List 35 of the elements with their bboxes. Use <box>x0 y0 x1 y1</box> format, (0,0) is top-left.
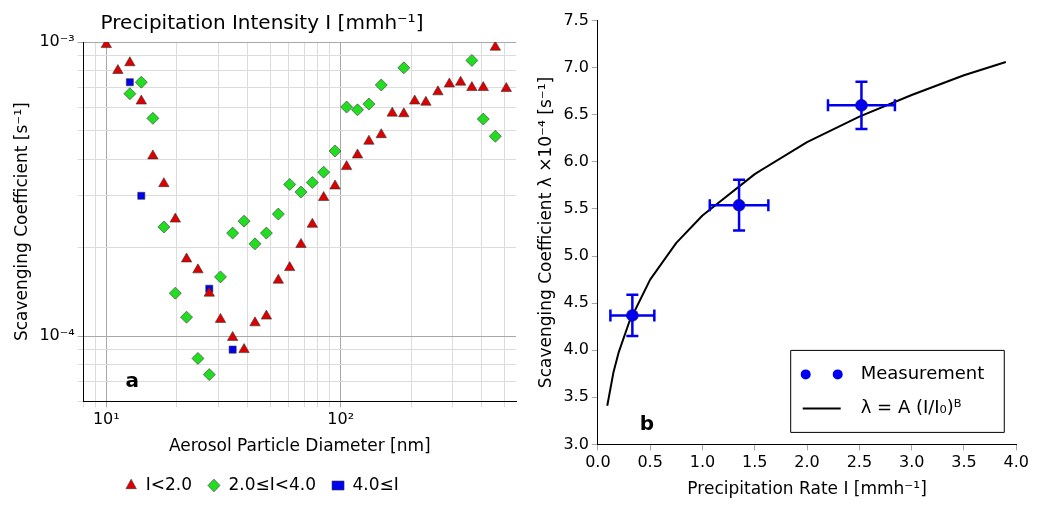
x-tick-label: 10² <box>327 409 355 429</box>
y-tick-label: 7.0 <box>563 56 589 76</box>
x-tick-label: 2.0 <box>794 452 820 472</box>
x-tick-label: 3.5 <box>951 452 977 472</box>
y-tick-label: 3.0 <box>563 433 589 453</box>
y-tick-label: 10⁻³ <box>39 31 75 51</box>
x-tick-label: 3.0 <box>898 452 925 472</box>
x-tick-label: 10¹ <box>92 409 120 429</box>
annotation: a <box>125 367 140 392</box>
y-tick-label: 6.5 <box>563 103 589 123</box>
y-axis-title: Scavenging Coefficient λ ×10⁻⁴ [s⁻¹] <box>534 76 555 389</box>
x-axis-title: Precipitation Rate I [mmh⁻¹] <box>687 478 927 499</box>
legend-label: λ = A (I/I₀)ᴮ <box>860 396 962 418</box>
y-tick-label: 5.0 <box>563 245 589 265</box>
y-tick-label: 5.5 <box>563 198 589 218</box>
x-tick-label: 0.0 <box>585 452 611 472</box>
x-tick-label: 2.5 <box>846 452 873 472</box>
y-tick-label: 6.0 <box>563 151 589 171</box>
x-tick-label: 0.5 <box>637 452 663 472</box>
y-tick-label: 4.5 <box>563 292 589 312</box>
legend-label: I<2.0 <box>145 473 192 494</box>
x-tick-label: 1.5 <box>742 452 768 472</box>
legend-label: Measurement <box>860 362 985 384</box>
y-tick-label: 3.5 <box>563 386 589 406</box>
x-tick-label: 4.0 <box>1003 452 1029 472</box>
annotation: b <box>639 410 655 435</box>
y-tick-label: 10⁻⁴ <box>39 325 75 345</box>
x-tick-label: 1.0 <box>689 452 716 472</box>
y-tick-label: 4.0 <box>563 339 589 359</box>
chart-title: Precipitation Intensity I [mmh⁻¹] <box>100 10 424 35</box>
legend-label: 4.0≤I <box>352 473 399 494</box>
y-tick-label: 7.5 <box>563 9 589 29</box>
legend-label: 2.0≤I<4.0 <box>228 473 317 494</box>
x-axis-title: Aerosol Particle Diameter [nm] <box>168 435 431 456</box>
y-axis-title: Scavenging Coefficient [s⁻¹] <box>10 102 31 342</box>
